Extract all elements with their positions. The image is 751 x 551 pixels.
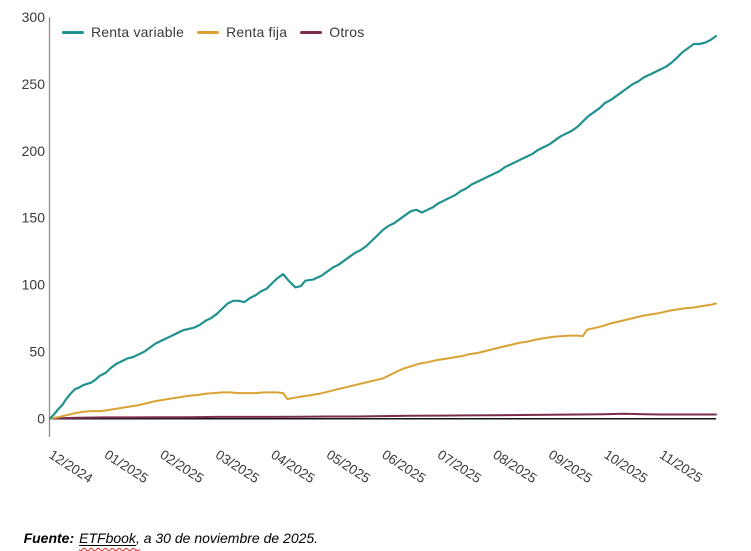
x-tick-label-07-2025: 07/2025 [435,447,484,486]
x-tick-label-05-2025: 05/2025 [324,447,373,486]
x-tick-label-08-2025: 08/2025 [490,447,539,486]
y-tick-label-250: 250 [22,76,46,92]
source-label: Fuente: [23,530,75,546]
legend-label-renta-fija: Renta fija [226,24,288,40]
series-line-renta-fija [49,302,717,420]
y-tick-label-300: 300 [22,9,46,25]
x-tick-label-11-2025: 11/2025 [657,447,705,486]
y-tick-label-100: 100 [22,277,46,293]
source-comma: , [135,530,140,546]
x-tick-label-10-2025: 10/2025 [601,447,650,486]
legend-swatch-renta-variable [62,31,84,34]
legend-swatch-renta-fija [197,31,220,34]
y-tick-label-0: 0 [37,410,45,426]
source-link-wrap: ETFbook, [79,530,140,546]
legend-label-otros: Otros [329,24,365,40]
source-date-text: a 30 de noviembre de 2025. [139,530,319,546]
source-note: Fuente: ETFbook, a 30 de noviembre de 202… [8,514,319,551]
series-line-otros [49,412,717,420]
y-tick-label-150: 150 [22,210,46,226]
series-line-renta-variable [48,34,718,420]
x-tick-label-01-2025: 01/2025 [102,447,151,486]
x-tick-label-12-2024: 12/2024 [46,447,96,486]
chart-legend: Renta variable Renta fija Otros [62,24,364,40]
x-tick-label-06-2025: 06/2025 [379,447,428,486]
legend-label-renta-variable: Renta variable [91,24,185,40]
legend-item-renta-variable: Renta variable [62,24,184,40]
legend-item-renta-fija: Renta fija [197,24,287,40]
x-tick-label-04-2025: 04/2025 [268,447,317,486]
y-tick-label-200: 200 [22,143,46,159]
etfbook-link[interactable]: ETFbook [79,530,136,546]
y-tick-label-50: 50 [29,343,45,359]
x-tick-label-03-2025: 03/2025 [213,447,262,486]
x-tick-label-02-2025: 02/2025 [157,447,206,486]
legend-swatch-otros [300,31,323,34]
x-tick-label-09-2025: 09/2025 [546,447,595,486]
legend-item-otros: Otros [300,24,364,40]
